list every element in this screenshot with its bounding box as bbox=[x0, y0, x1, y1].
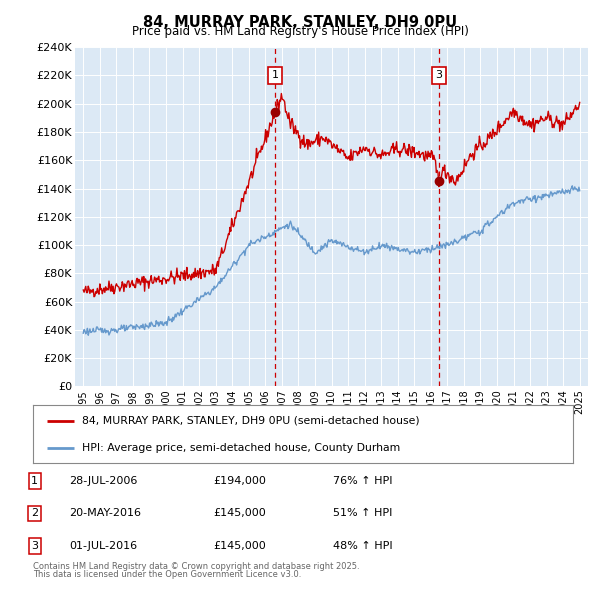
Text: 84, MURRAY PARK, STANLEY, DH9 0PU: 84, MURRAY PARK, STANLEY, DH9 0PU bbox=[143, 15, 457, 30]
Text: 20-MAY-2016: 20-MAY-2016 bbox=[69, 509, 141, 518]
Text: Price paid vs. HM Land Registry's House Price Index (HPI): Price paid vs. HM Land Registry's House … bbox=[131, 25, 469, 38]
Text: 48% ↑ HPI: 48% ↑ HPI bbox=[333, 541, 392, 550]
Text: £145,000: £145,000 bbox=[213, 541, 266, 550]
Text: 1: 1 bbox=[31, 476, 38, 486]
Text: 01-JUL-2016: 01-JUL-2016 bbox=[69, 541, 137, 550]
Text: HPI: Average price, semi-detached house, County Durham: HPI: Average price, semi-detached house,… bbox=[82, 442, 400, 453]
Text: 3: 3 bbox=[31, 541, 38, 550]
Text: 3: 3 bbox=[436, 70, 443, 80]
Text: This data is licensed under the Open Government Licence v3.0.: This data is licensed under the Open Gov… bbox=[33, 571, 301, 579]
Text: 28-JUL-2006: 28-JUL-2006 bbox=[69, 476, 137, 486]
Text: 51% ↑ HPI: 51% ↑ HPI bbox=[333, 509, 392, 518]
Text: 84, MURRAY PARK, STANLEY, DH9 0PU (semi-detached house): 84, MURRAY PARK, STANLEY, DH9 0PU (semi-… bbox=[82, 416, 419, 426]
Text: £194,000: £194,000 bbox=[213, 476, 266, 486]
Text: 76% ↑ HPI: 76% ↑ HPI bbox=[333, 476, 392, 486]
Text: 1: 1 bbox=[271, 70, 278, 80]
Text: 2: 2 bbox=[31, 509, 38, 518]
Text: £145,000: £145,000 bbox=[213, 509, 266, 518]
Text: Contains HM Land Registry data © Crown copyright and database right 2025.: Contains HM Land Registry data © Crown c… bbox=[33, 562, 359, 571]
